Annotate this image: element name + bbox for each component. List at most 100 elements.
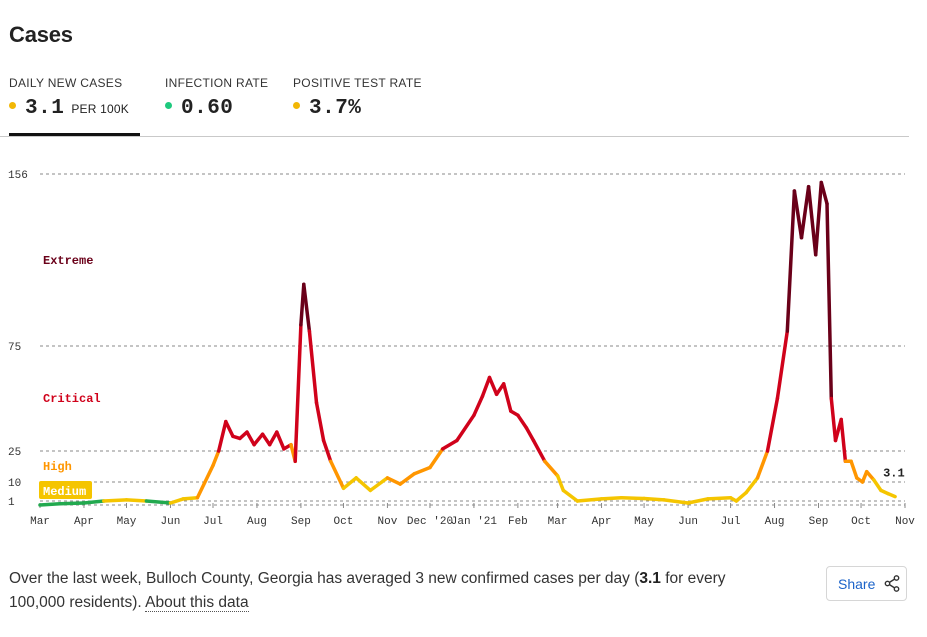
y-tick-label: 25 <box>8 447 21 459</box>
series-segment <box>686 497 710 505</box>
series-segment <box>619 496 646 501</box>
share-icon <box>884 575 900 592</box>
x-tick-label: Aug <box>765 516 785 528</box>
x-tick-label: Mar <box>548 516 568 528</box>
series-segment <box>734 490 748 503</box>
y-tick-label: 1 <box>8 497 15 509</box>
tab-positive-test-rate[interactable]: POSITIVE TEST RATE 3.7% <box>293 74 433 136</box>
series-segment <box>38 502 62 507</box>
level-label-high: High <box>43 460 72 474</box>
x-tick-label: Sep <box>809 516 829 528</box>
series-segment <box>211 449 221 468</box>
metric-value: 3.7% <box>309 97 362 120</box>
series-segment <box>839 417 848 464</box>
series-segment <box>58 501 86 506</box>
summary-value: 3.1 <box>639 570 661 587</box>
series-segment <box>102 498 129 503</box>
share-button[interactable]: Share <box>826 566 907 601</box>
series-segment <box>144 499 173 505</box>
series-segment <box>368 476 390 493</box>
x-tick-label: Jan '21 <box>451 516 498 528</box>
tab-infection-rate[interactable]: INFECTION RATE 0.60 <box>165 74 275 136</box>
series-segment <box>195 463 215 500</box>
series-segment <box>775 329 790 401</box>
status-dot-icon <box>9 102 16 110</box>
series-segment <box>341 476 358 491</box>
series-segment <box>799 184 811 240</box>
series-segment <box>755 449 770 480</box>
series-segment <box>307 329 319 405</box>
page-title: Cases <box>9 22 73 47</box>
series-segment <box>472 394 485 418</box>
series-segment <box>275 430 286 451</box>
series-segment <box>321 438 333 464</box>
level-label-medium: Medium <box>43 485 86 499</box>
series-segment <box>354 476 373 493</box>
series-segment <box>819 180 829 206</box>
level-label-extreme: Extreme <box>43 254 93 268</box>
series-segment <box>412 465 432 476</box>
series-segment <box>224 419 235 439</box>
series-segment <box>181 496 200 501</box>
latest-value-label: 3.1 <box>883 467 905 481</box>
series-segment <box>455 413 476 443</box>
series-segment <box>252 432 265 447</box>
metric-label: DAILY NEW CASES <box>9 76 123 90</box>
summary-text-start: Over the last week, Bulloch County, Geor… <box>9 570 640 587</box>
series-segment <box>765 396 780 453</box>
x-tick-label: Jun <box>678 516 698 528</box>
x-tick-label: Nov <box>895 516 915 528</box>
series-segment <box>267 430 279 447</box>
series-segment <box>886 491 897 499</box>
series-segment <box>428 447 445 470</box>
x-tick-label: Aug <box>247 516 267 528</box>
series-segment <box>124 498 149 503</box>
x-tick-label: Jun <box>161 516 181 528</box>
series-segment <box>662 498 690 505</box>
x-tick-label: Jul <box>721 516 741 528</box>
series-segment <box>531 438 547 464</box>
series-segment <box>806 184 818 257</box>
metric-tabs: DAILY NEW CASES 3.1 PER 100K INFECTION RA… <box>0 74 909 137</box>
series-segment <box>864 469 876 482</box>
series-segment <box>328 459 346 491</box>
summary-text: Over the last week, Bulloch County, Geor… <box>9 567 769 615</box>
series-segment <box>575 497 604 503</box>
x-tick-label: Apr <box>592 516 612 528</box>
series-segment <box>561 488 580 503</box>
x-tick-label: Mar <box>30 516 50 528</box>
series-segment <box>524 426 536 443</box>
summary-text-end: for every 100,000 residents). <box>9 570 726 611</box>
series-segment <box>829 396 838 443</box>
series-segment <box>293 323 303 464</box>
series-segment <box>849 459 859 480</box>
series-segment <box>516 413 529 430</box>
x-tick-label: Nov <box>378 516 398 528</box>
tab-daily-new-cases[interactable]: DAILY NEW CASES 3.1 PER 100K <box>9 74 140 136</box>
x-tick-label: Jul <box>203 516 223 528</box>
metric-label: INFECTION RATE <box>165 76 269 90</box>
metric-unit: PER 100K <box>71 102 129 116</box>
series-segment <box>744 476 760 495</box>
series-segment <box>260 432 272 447</box>
y-tick-label: 75 <box>8 342 21 354</box>
x-tick-label: Feb <box>508 516 528 528</box>
status-dot-icon <box>165 102 172 110</box>
series-segment <box>872 478 883 493</box>
y-tick-label: 10 <box>8 478 21 490</box>
x-tick-label: May <box>117 516 137 528</box>
x-tick-label: Oct <box>851 516 871 528</box>
series-segment <box>785 189 797 333</box>
share-label: Share <box>838 576 876 592</box>
series-segment <box>642 496 666 502</box>
metric-value: 3.1 <box>25 97 65 120</box>
about-data-link[interactable]: About this data <box>145 594 249 612</box>
series-segment <box>302 282 312 333</box>
series-segment <box>599 496 624 501</box>
series-segment <box>555 474 566 493</box>
series-segment <box>385 476 402 486</box>
series-segment <box>543 459 560 478</box>
series-segment <box>245 430 256 447</box>
series-segment <box>487 375 499 397</box>
series-segment <box>168 497 185 505</box>
